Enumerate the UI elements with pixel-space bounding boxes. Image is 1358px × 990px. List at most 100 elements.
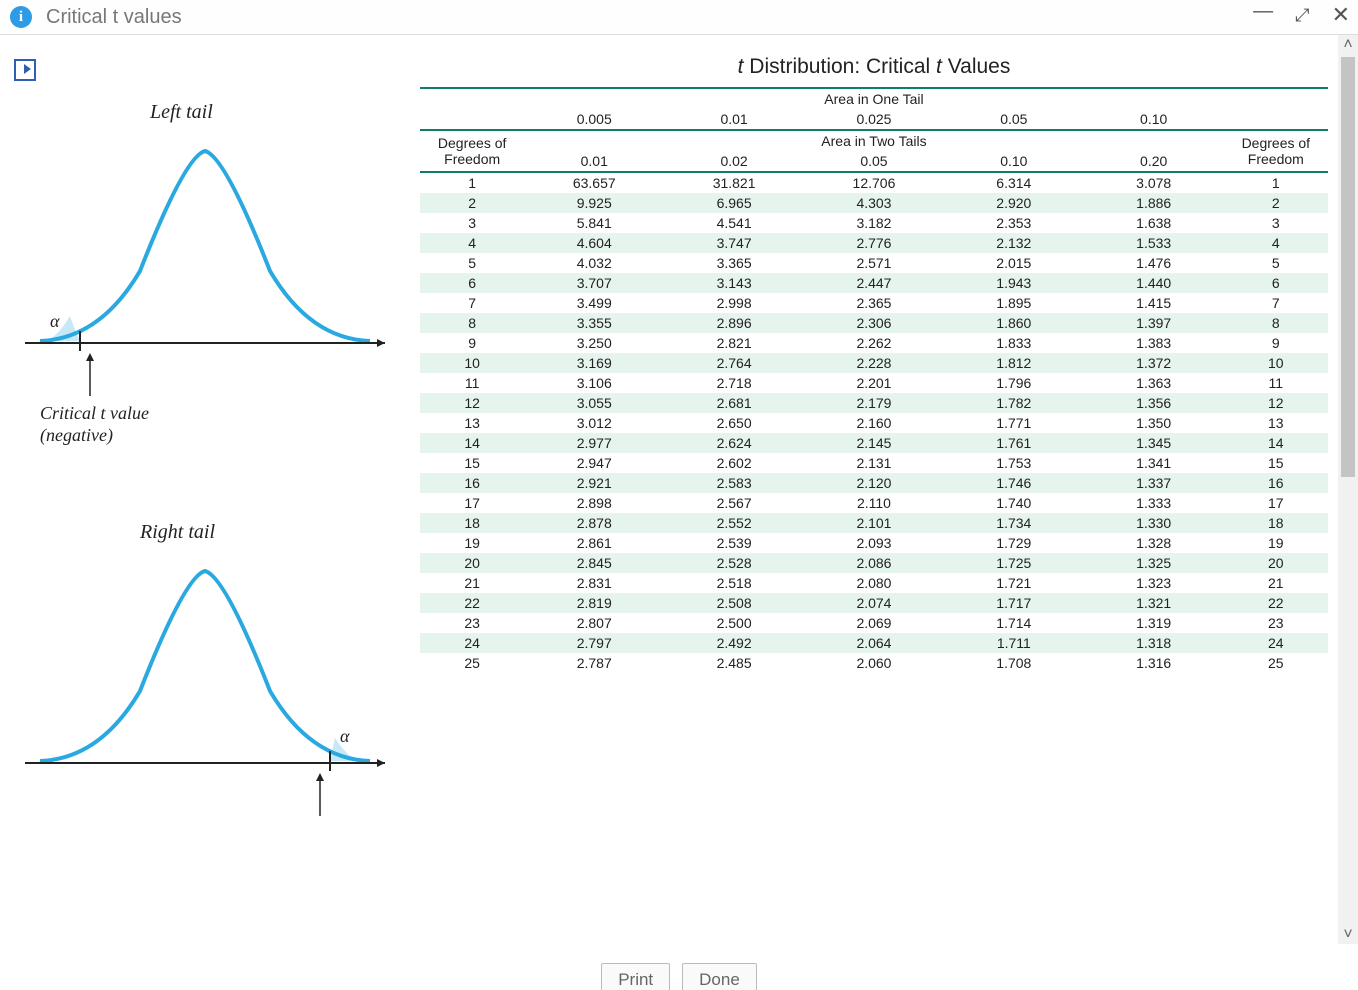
value-cell: 3.078 [1084, 172, 1224, 193]
value-cell: 2.998 [664, 293, 804, 313]
df-cell: 24 [420, 633, 524, 653]
value-cell: 2.787 [524, 653, 664, 673]
value-cell: 2.485 [664, 653, 804, 673]
value-cell: 1.812 [944, 353, 1084, 373]
value-cell: 2.681 [664, 393, 804, 413]
value-cell: 2.898 [524, 493, 664, 513]
value-cell: 2.819 [524, 593, 664, 613]
two-tail-head: 0.01 [524, 151, 664, 172]
df-cell: 7 [1224, 293, 1328, 313]
df-cell: 19 [1224, 533, 1328, 553]
value-cell: 1.943 [944, 273, 1084, 293]
maximize-icon[interactable]: ⤢ [1295, 5, 1309, 26]
value-cell: 1.345 [1084, 433, 1224, 453]
value-cell: 2.821 [664, 333, 804, 353]
value-cell: 2.552 [664, 513, 804, 533]
value-cell: 9.925 [524, 193, 664, 213]
value-cell: 1.341 [1084, 453, 1224, 473]
value-cell: 2.528 [664, 553, 804, 573]
df-cell: 22 [420, 593, 524, 613]
value-cell: 63.657 [524, 172, 664, 193]
done-button[interactable]: Done [682, 963, 757, 990]
critical-label-1: Critical t value [40, 403, 149, 424]
scroll-track[interactable] [1338, 55, 1358, 925]
df-cell: 14 [420, 433, 524, 453]
value-cell: 2.602 [664, 453, 804, 473]
value-cell: 2.571 [804, 253, 944, 273]
value-cell: 2.567 [664, 493, 804, 513]
value-cell: 2.069 [804, 613, 944, 633]
table-row: 63.7073.1432.4471.9431.4406 [420, 273, 1328, 293]
scroll-down-icon[interactable]: ˅ [1343, 925, 1352, 945]
df-header-left: Degrees of Freedom [420, 130, 524, 172]
table-header: Area in One Tail 0.0050.010.0250.050.10 … [420, 88, 1328, 172]
df-cell: 12 [1224, 393, 1328, 413]
table-row: 83.3552.8962.3061.8601.3978 [420, 313, 1328, 333]
popout-icon[interactable] [14, 59, 36, 81]
value-cell: 2.947 [524, 453, 664, 473]
table-row: 44.6043.7472.7762.1321.5334 [420, 233, 1328, 253]
value-cell: 3.365 [664, 253, 804, 273]
one-tail-head: 0.025 [804, 109, 944, 130]
value-cell: 1.717 [944, 593, 1084, 613]
scroll-thumb[interactable] [1341, 57, 1355, 477]
scroll-up-icon[interactable]: ˄ [1343, 35, 1352, 55]
diagrams-column: Left tail α [10, 81, 390, 891]
value-cell: 3.106 [524, 373, 664, 393]
close-icon[interactable]: ✕ [1332, 2, 1350, 28]
value-cell: 2.447 [804, 273, 944, 293]
value-cell: 1.363 [1084, 373, 1224, 393]
value-cell: 2.179 [804, 393, 944, 413]
df-cell: 23 [1224, 613, 1328, 633]
value-cell: 2.093 [804, 533, 944, 553]
value-cell: 2.074 [804, 593, 944, 613]
df-cell: 4 [1224, 233, 1328, 253]
value-cell: 5.841 [524, 213, 664, 233]
table-row: 182.8782.5522.1011.7341.33018 [420, 513, 1328, 533]
df-cell: 5 [1224, 253, 1328, 273]
df-cell: 15 [420, 453, 524, 473]
value-cell: 3.250 [524, 333, 664, 353]
value-cell: 1.383 [1084, 333, 1224, 353]
content-area: Left tail α [0, 35, 1358, 946]
df-cell: 8 [1224, 313, 1328, 333]
df-cell: 12 [420, 393, 524, 413]
df-cell: 3 [420, 213, 524, 233]
value-cell: 1.729 [944, 533, 1084, 553]
df-cell: 1 [420, 172, 524, 193]
value-cell: 2.977 [524, 433, 664, 453]
value-cell: 2.306 [804, 313, 944, 333]
df-cell: 25 [420, 653, 524, 673]
value-cell: 3.012 [524, 413, 664, 433]
value-cell: 3.747 [664, 233, 804, 253]
value-cell: 2.500 [664, 613, 804, 633]
value-cell: 2.353 [944, 213, 1084, 233]
minimize-icon[interactable]: — [1253, 0, 1273, 23]
df-cell: 3 [1224, 213, 1328, 233]
value-cell: 2.131 [804, 453, 944, 473]
df-cell: 10 [1224, 353, 1328, 373]
value-cell: 3.182 [804, 213, 944, 233]
table-row: 163.65731.82112.7066.3143.0781 [420, 172, 1328, 193]
df-cell: 21 [1224, 573, 1328, 593]
one-tail-head: 0.005 [524, 109, 664, 130]
table-row: 242.7972.4922.0641.7111.31824 [420, 633, 1328, 653]
value-cell: 1.886 [1084, 193, 1224, 213]
df-cell: 5 [420, 253, 524, 273]
table-row: 222.8192.5082.0741.7171.32122 [420, 593, 1328, 613]
value-cell: 4.032 [524, 253, 664, 273]
df-cell: 21 [420, 573, 524, 593]
value-cell: 2.086 [804, 553, 944, 573]
value-cell: 2.776 [804, 233, 944, 253]
df-cell: 20 [420, 553, 524, 573]
value-cell: 1.318 [1084, 633, 1224, 653]
value-cell: 3.499 [524, 293, 664, 313]
info-icon: i [10, 6, 32, 28]
print-button[interactable]: Print [601, 963, 670, 990]
vertical-scrollbar[interactable]: ˄ ˅ [1338, 35, 1358, 945]
value-cell: 1.333 [1084, 493, 1224, 513]
value-cell: 6.314 [944, 172, 1084, 193]
value-cell: 2.539 [664, 533, 804, 553]
value-cell: 4.541 [664, 213, 804, 233]
value-cell: 2.650 [664, 413, 804, 433]
